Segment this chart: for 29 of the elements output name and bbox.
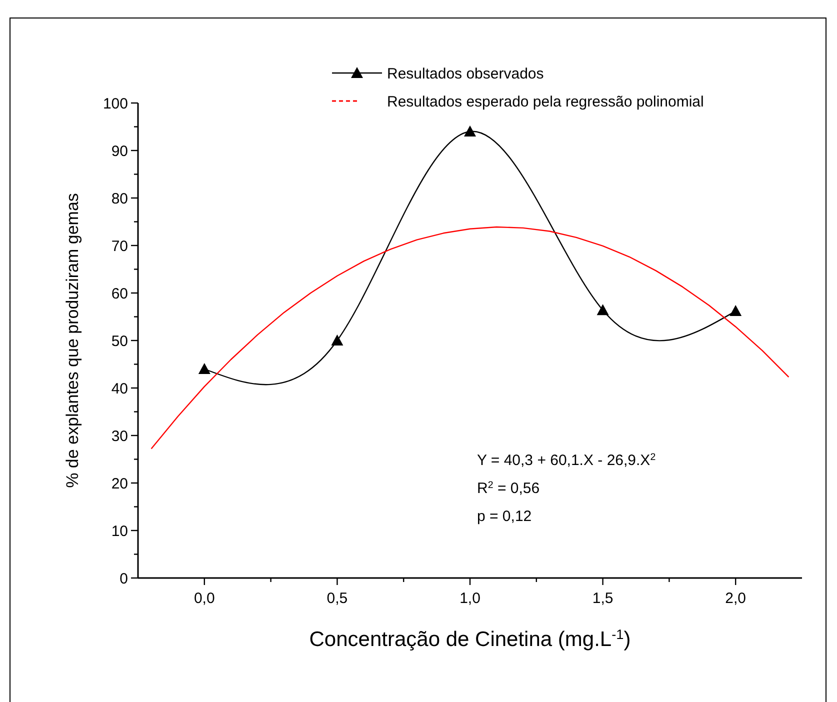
y-tick-label: 90	[111, 142, 128, 160]
point	[464, 126, 476, 136]
legend-label: Resultados observados	[387, 65, 544, 82]
y-tick-label: 80	[111, 190, 128, 208]
y-axis-title: % de explantes que produziram gemas	[63, 193, 82, 488]
annotation: R$^{2}$ = 0,56	[477, 480, 540, 497]
x-tick-label: 1,5	[592, 590, 614, 607]
y-tick-label: 40	[111, 380, 128, 398]
point	[730, 305, 742, 316]
y-tick-label: 30	[111, 428, 128, 445]
legend-label: Resultados esperado pela regressão polinomial	[387, 93, 704, 110]
y-tick-label: 20	[111, 475, 128, 492]
y-tick-label: 100	[102, 95, 128, 112]
y-tick-label: 50	[111, 332, 128, 350]
line-series	[150, 226, 790, 450]
x-tick-label: 1,0	[460, 590, 480, 607]
point	[198, 363, 210, 374]
annotation: Y = 40,3 + 60,1.X - 26,9.X$^{2}$	[477, 452, 656, 469]
point	[596, 304, 609, 316]
y-tick-label: 0	[120, 570, 128, 588]
x-tick-label: 0,0	[194, 590, 215, 607]
y-tick-label: 70	[111, 238, 128, 255]
annotation: p = 0,12	[477, 508, 532, 525]
x-tick-label: 0,5	[326, 590, 348, 607]
x-axis-title: Concentração de Cinetina (mg.L$^{-1}$)	[309, 626, 631, 651]
y-tick-label: 60	[111, 285, 128, 302]
point	[331, 334, 344, 346]
x-tick-label: 2,0	[725, 590, 746, 607]
y-tick-label: 10	[111, 522, 128, 540]
